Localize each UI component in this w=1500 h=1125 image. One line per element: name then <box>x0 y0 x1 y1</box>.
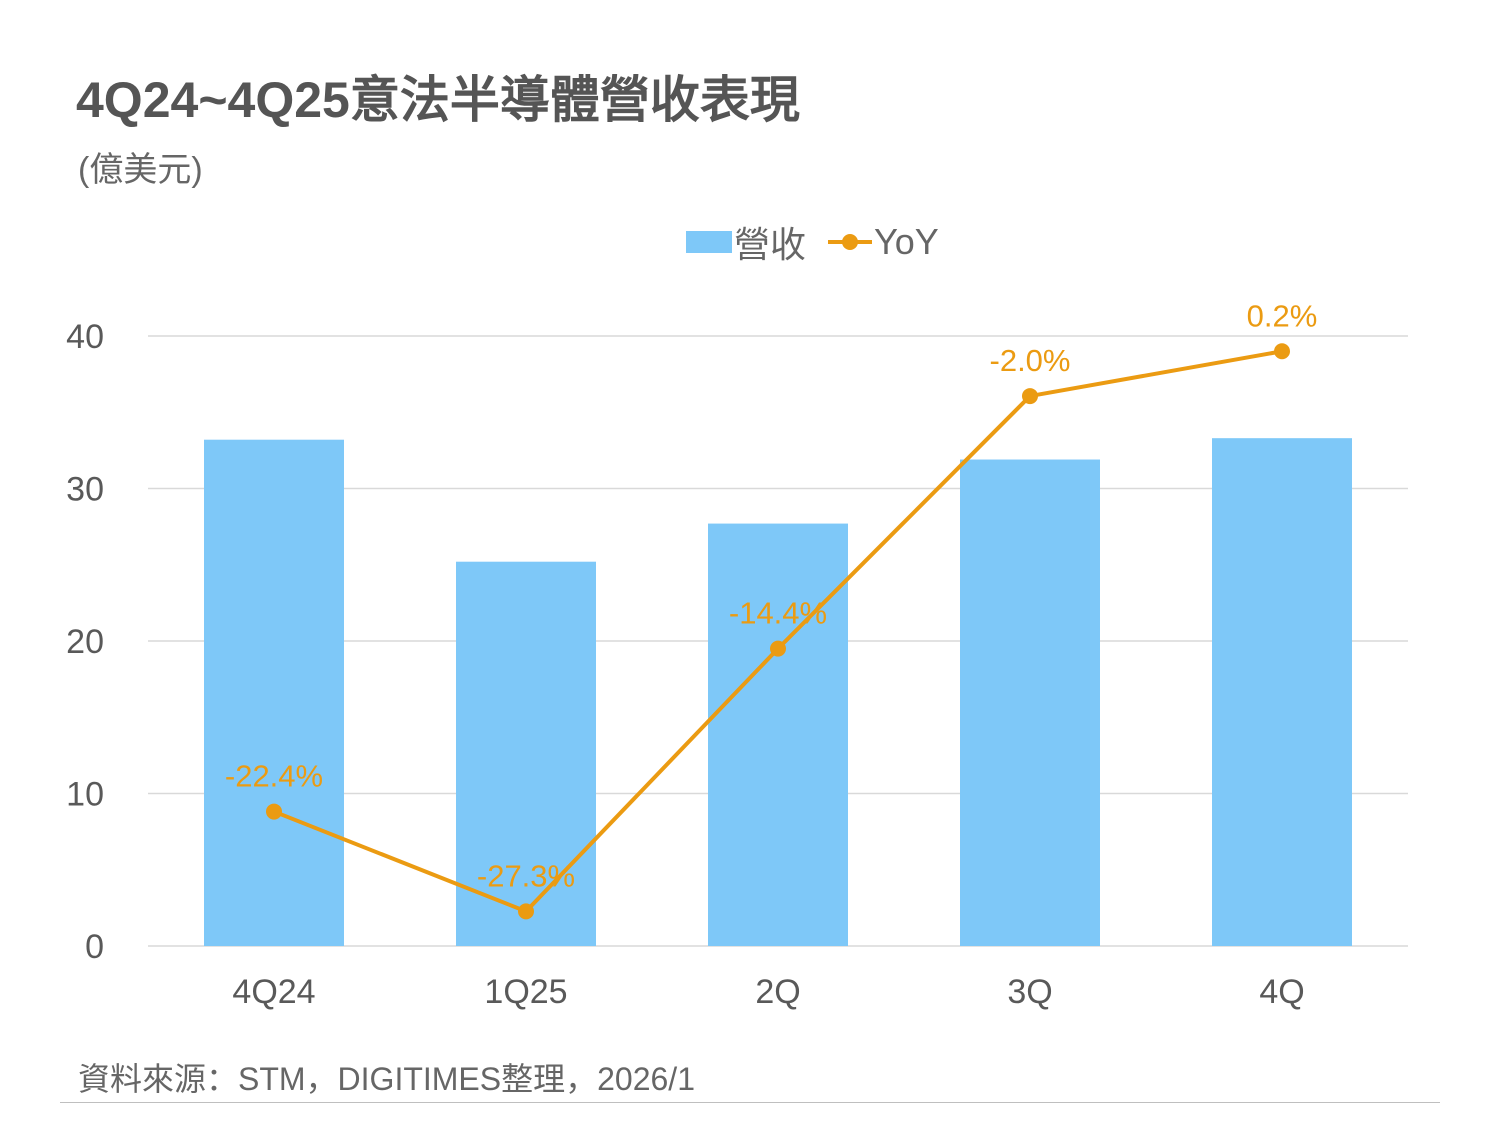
y-tick-label: 0 <box>85 928 104 966</box>
yoy-point <box>518 903 534 920</box>
chart-title: 4Q24~4Q25意法半導體營收表現 <box>76 72 800 128</box>
legend: 營收 YoY <box>686 220 939 265</box>
y-tick-label: 20 <box>66 623 104 661</box>
legend-line-label: YoY <box>874 221 939 262</box>
unit-label: (億美元) <box>78 151 203 189</box>
yoy-data-label: -2.0% <box>990 343 1071 378</box>
revenue-bar <box>1212 438 1352 946</box>
y-tick-label: 40 <box>66 318 104 356</box>
y-tick-label: 10 <box>66 776 104 814</box>
revenue-bar <box>960 459 1100 946</box>
bottom-divider <box>60 1102 1440 1103</box>
legend-bar-swatch <box>686 231 732 253</box>
yoy-point <box>266 803 282 820</box>
yoy-point <box>770 640 786 657</box>
yoy-data-label: -14.4% <box>729 596 827 631</box>
legend-line-swatch <box>826 231 874 253</box>
y-tick-label: 30 <box>66 471 104 509</box>
yoy-point <box>1274 343 1290 360</box>
legend-bar-label: 營收 <box>734 224 807 265</box>
yoy-data-label: -27.3% <box>477 858 575 893</box>
yoy-data-label: -22.4% <box>225 759 323 794</box>
source-note: 資料來源：STM，DIGITIMES整理，2026/1 <box>78 1061 695 1097</box>
revenue-bar <box>456 561 596 946</box>
x-tick-label: 2Q <box>755 973 800 1011</box>
yoy-point <box>1022 388 1038 405</box>
x-tick-label: 4Q24 <box>232 973 315 1011</box>
yoy-data-label: 0.2% <box>1247 298 1318 333</box>
x-tick-label: 1Q25 <box>484 973 567 1011</box>
x-tick-label: 3Q <box>1007 973 1052 1011</box>
revenue-bar <box>708 523 848 946</box>
x-tick-label: 4Q <box>1259 973 1304 1011</box>
revenue-bar <box>204 439 344 946</box>
